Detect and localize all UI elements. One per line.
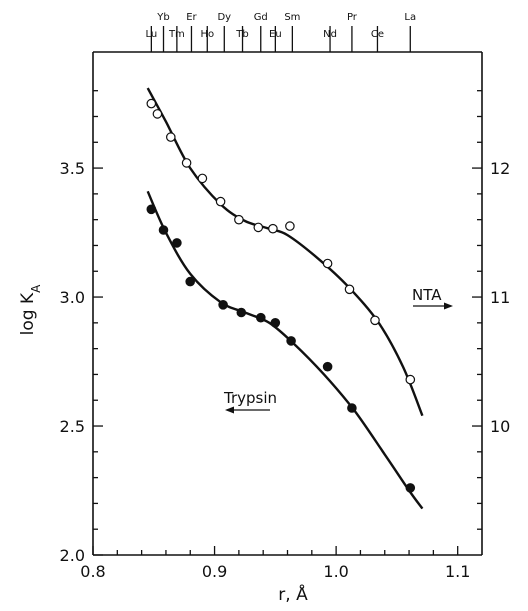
right-tick-label: 10 xyxy=(490,417,510,436)
point-trypsin xyxy=(185,276,195,287)
point-nta xyxy=(215,196,226,207)
top-label-tb: Tb xyxy=(235,29,248,40)
point-trypsin xyxy=(158,225,169,235)
point-nta xyxy=(285,221,295,231)
top-label-lu: Lu xyxy=(145,29,157,40)
point-nta xyxy=(181,158,192,168)
x-tick-label: 0.8 xyxy=(80,562,105,581)
point-trypsin xyxy=(286,336,296,346)
y-tick-label: 2.0 xyxy=(60,546,85,565)
y-axis-title: log KA xyxy=(18,284,43,335)
x-tick-label: 0.9 xyxy=(202,562,227,581)
point-nta xyxy=(166,132,176,142)
arrowhead-trypsin xyxy=(225,406,234,414)
top-label-la: La xyxy=(404,12,416,23)
point-trypsin xyxy=(405,483,416,493)
top-label-eu: Eu xyxy=(269,29,282,40)
top-label-dy: Dy xyxy=(217,12,231,23)
top-label-ho: Ho xyxy=(200,29,214,40)
point-nta xyxy=(253,222,264,233)
curve-trypsin xyxy=(146,190,424,510)
point-nta xyxy=(152,109,163,119)
top-label-sm: Sm xyxy=(284,12,300,23)
top-label-er: Er xyxy=(186,12,197,23)
top-label-tm: Tm xyxy=(168,29,185,40)
point-nta xyxy=(197,173,208,184)
top-label-gd: Gd xyxy=(254,12,268,23)
point-nta xyxy=(268,223,278,234)
point-trypsin xyxy=(270,317,281,328)
point-nta xyxy=(405,374,416,385)
point-nta xyxy=(234,214,244,225)
y-tick-label: 3.0 xyxy=(60,288,85,307)
point-trypsin xyxy=(146,204,157,215)
right-tick-label: 12 xyxy=(490,159,510,178)
top-label-pr: Pr xyxy=(347,12,358,23)
point-trypsin xyxy=(322,361,333,372)
point-trypsin xyxy=(218,299,228,310)
x-tick-label: 1.0 xyxy=(323,562,348,581)
tick-marks: 0.8 0.9 1.0 1.1 2.0 2.5 3.0 3.5 10 11 12 Lu Yb TmErHo… xyxy=(60,12,511,581)
point-trypsin xyxy=(236,307,247,318)
x-tick-label: 1.1 xyxy=(445,562,470,581)
point-trypsin xyxy=(347,403,357,413)
curve-nta xyxy=(146,87,424,417)
top-label-nd: Nd xyxy=(323,29,337,40)
right-tick-label: 11 xyxy=(490,288,510,307)
y-tick-label: 3.5 xyxy=(60,159,85,178)
annotations: NTA Trypsin xyxy=(223,286,453,414)
point-trypsin xyxy=(172,238,182,248)
series-label-nta: NTA xyxy=(412,286,442,304)
data-points xyxy=(146,98,416,493)
top-label-yb: Yb xyxy=(156,12,169,23)
point-nta xyxy=(370,315,380,326)
x-axis-title: r, Å xyxy=(278,583,308,605)
y-tick-label: 2.5 xyxy=(60,417,85,436)
point-nta xyxy=(344,284,355,295)
point-trypsin xyxy=(255,312,266,323)
fit-curves xyxy=(146,87,424,510)
top-label-ce: Ce xyxy=(371,29,384,40)
point-nta xyxy=(322,258,333,269)
point-nta xyxy=(146,98,157,109)
arrowhead-nta xyxy=(444,302,453,310)
series-label-trypsin: Trypsin xyxy=(223,389,277,407)
